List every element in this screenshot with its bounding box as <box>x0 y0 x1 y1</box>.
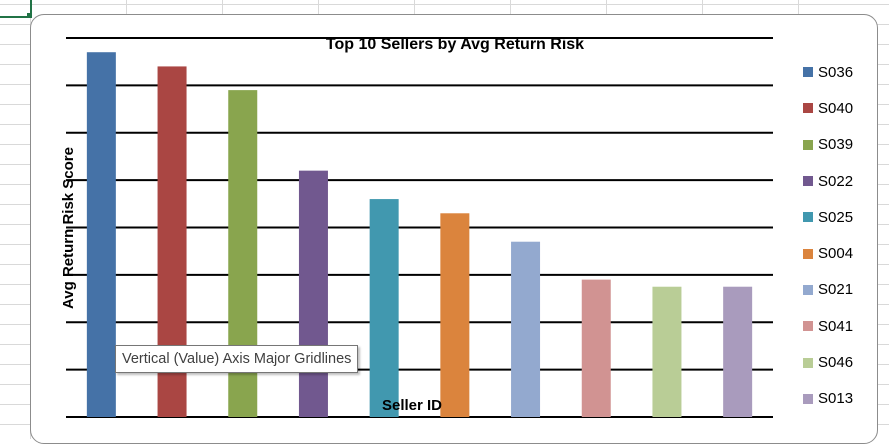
legend-swatch <box>803 103 813 114</box>
legend-label: S022 <box>818 172 854 190</box>
bar-s004[interactable] <box>440 213 470 417</box>
legend-swatch <box>803 176 813 187</box>
legend-item-s040[interactable]: S040 <box>803 90 883 126</box>
gridlines-tooltip: Vertical (Value) Axis Major Gridlines <box>115 345 359 373</box>
bar-s013[interactable] <box>723 286 753 417</box>
legend[interactable]: S036 S040 S039 S022 S025 S004 S021 S041 S046 S013 <box>803 54 883 417</box>
legend-swatch <box>803 212 813 223</box>
active-cell[interactable] <box>0 0 32 18</box>
legend-swatch <box>803 321 813 332</box>
legend-item-s004[interactable]: S004 <box>803 235 883 271</box>
legend-swatch <box>803 393 813 404</box>
bar-s022[interactable] <box>298 170 328 417</box>
legend-label: S013 <box>818 390 854 408</box>
legend-swatch <box>803 67 813 78</box>
legend-label: S046 <box>818 354 854 372</box>
legend-swatch <box>803 284 813 295</box>
bar-s036[interactable] <box>86 52 116 418</box>
legend-label: S041 <box>818 317 854 335</box>
legend-label: S040 <box>818 99 854 117</box>
legend-item-s025[interactable]: S025 <box>803 199 883 235</box>
bar-s046[interactable] <box>652 286 682 417</box>
x-axis-title: Seller ID <box>382 397 442 414</box>
legend-item-s013[interactable]: S013 <box>803 381 883 417</box>
legend-item-s021[interactable]: S021 <box>803 272 883 308</box>
legend-label: S021 <box>818 281 854 299</box>
legend-label: S036 <box>818 63 854 81</box>
legend-item-s041[interactable]: S041 <box>803 308 883 344</box>
bar-s021[interactable] <box>511 241 541 417</box>
bars <box>86 52 753 418</box>
legend-label: S004 <box>818 245 854 263</box>
legend-swatch <box>803 248 813 259</box>
legend-item-s046[interactable]: S046 <box>803 344 883 380</box>
legend-label: S039 <box>818 136 854 154</box>
y-axis-title: Avg Return Risk Score <box>60 147 77 309</box>
legend-swatch <box>803 357 813 368</box>
legend-item-s036[interactable]: S036 <box>803 54 883 90</box>
legend-swatch <box>803 139 813 150</box>
legend-item-s022[interactable]: S022 <box>803 163 883 199</box>
bar-s025[interactable] <box>369 199 399 417</box>
chart-title: Top 10 Sellers by Avg Return Risk <box>326 36 584 53</box>
legend-label: S025 <box>818 208 854 226</box>
legend-item-s039[interactable]: S039 <box>803 127 883 163</box>
bar-s041[interactable] <box>581 279 611 417</box>
fill-handle[interactable] <box>27 13 32 18</box>
